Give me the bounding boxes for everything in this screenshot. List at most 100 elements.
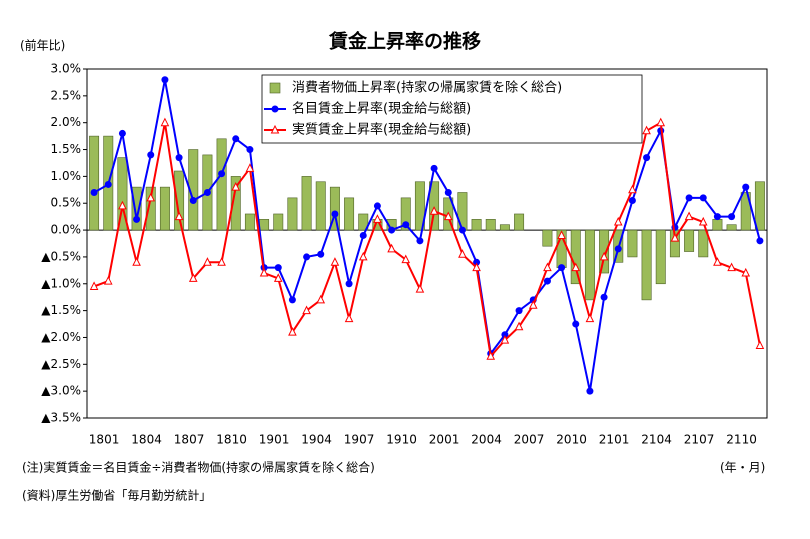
x-tick-label: 1804 xyxy=(131,433,162,447)
marker xyxy=(402,221,410,229)
marker xyxy=(218,170,226,178)
x-tick-label: 1901 xyxy=(259,433,290,447)
x-tick-label: 2104 xyxy=(641,433,672,447)
marker xyxy=(458,226,466,234)
x-tick-label: 2110 xyxy=(726,433,757,447)
marker xyxy=(486,351,496,360)
bar xyxy=(740,192,751,231)
bar xyxy=(542,229,553,247)
marker xyxy=(713,257,722,266)
marker xyxy=(543,262,552,272)
marker xyxy=(118,129,126,137)
marker xyxy=(317,250,325,258)
marker xyxy=(103,275,113,285)
marker xyxy=(89,281,99,290)
x-tick-label: 1807 xyxy=(174,433,205,447)
y-tick-label: 2.0% xyxy=(51,115,82,129)
bar xyxy=(145,186,156,231)
bar xyxy=(174,170,185,231)
marker xyxy=(273,273,283,282)
marker xyxy=(613,216,623,226)
marker xyxy=(543,277,551,285)
marker xyxy=(572,320,580,328)
chart-title: 賃金上昇率の推移 xyxy=(328,30,481,53)
bar xyxy=(584,229,595,301)
bar xyxy=(485,219,496,231)
x-tick-label: 1904 xyxy=(301,433,332,447)
legend-label: 実質賃金上昇率(現金給与総額) xyxy=(292,122,471,138)
x-axis-label: (年・月) xyxy=(720,461,765,475)
marker xyxy=(345,280,353,288)
marker xyxy=(274,264,282,272)
bar xyxy=(414,181,425,231)
marker xyxy=(698,216,708,226)
marker xyxy=(628,197,636,205)
x-tick-label: 1801 xyxy=(89,433,120,447)
marker xyxy=(415,284,425,293)
y-tick-label: 2.5% xyxy=(51,88,82,102)
marker xyxy=(429,206,439,215)
marker xyxy=(642,125,651,135)
x-tick-label: 2001 xyxy=(429,433,460,447)
x-tick-label: 2107 xyxy=(684,433,715,447)
marker xyxy=(755,340,765,350)
bar xyxy=(655,229,666,285)
marker xyxy=(104,180,112,188)
marker xyxy=(727,262,736,272)
marker xyxy=(557,230,566,239)
marker xyxy=(643,154,651,162)
marker xyxy=(416,237,424,245)
marker xyxy=(387,243,396,253)
marker xyxy=(175,154,183,162)
marker xyxy=(558,264,566,272)
bar xyxy=(684,229,695,252)
marker xyxy=(742,183,750,191)
marker xyxy=(147,151,155,159)
marker xyxy=(90,188,98,196)
marker xyxy=(302,305,311,315)
marker xyxy=(500,335,510,344)
marker xyxy=(684,211,694,221)
marker xyxy=(444,188,452,196)
marker xyxy=(316,294,326,304)
bar xyxy=(698,229,709,258)
bar xyxy=(599,229,610,274)
y-tick-label: 3.0% xyxy=(51,62,82,76)
legend-box xyxy=(261,74,643,144)
legend-label: 名目賃金上昇率(現金給与総額) xyxy=(292,101,471,117)
marker xyxy=(174,211,184,221)
x-tick-label: 1910 xyxy=(386,433,417,447)
marker xyxy=(741,267,751,277)
marker xyxy=(359,231,367,239)
bar xyxy=(344,197,355,231)
marker xyxy=(161,76,169,84)
legend-marker xyxy=(271,105,279,113)
marker xyxy=(614,245,622,253)
marker xyxy=(373,202,381,210)
marker xyxy=(473,258,481,266)
y-tick-label: 1.5% xyxy=(51,142,82,156)
marker xyxy=(217,257,226,266)
x-tick-label: 1907 xyxy=(344,433,375,447)
y-tick-label: ▲0.5% xyxy=(41,249,81,263)
marker xyxy=(288,296,296,304)
bar xyxy=(358,213,369,231)
marker xyxy=(358,251,368,261)
marker xyxy=(401,254,411,264)
bar xyxy=(131,186,142,231)
bar xyxy=(287,197,298,231)
marker xyxy=(259,267,269,277)
y-tick-label: 1.0% xyxy=(51,169,82,183)
marker xyxy=(133,215,141,223)
bar xyxy=(499,224,510,231)
bar xyxy=(400,197,411,231)
marker xyxy=(430,164,438,172)
x-tick-label: 2004 xyxy=(471,433,502,447)
bar xyxy=(89,135,100,231)
legend-marker xyxy=(270,124,280,134)
y-axis-label: (前年比) xyxy=(20,38,65,53)
marker xyxy=(699,194,707,202)
marker xyxy=(232,135,240,143)
note: (注)実質賃金＝名目賃金÷消費者物価(持家の帰属家賃を除く総合) xyxy=(22,460,375,475)
bar xyxy=(301,176,312,231)
